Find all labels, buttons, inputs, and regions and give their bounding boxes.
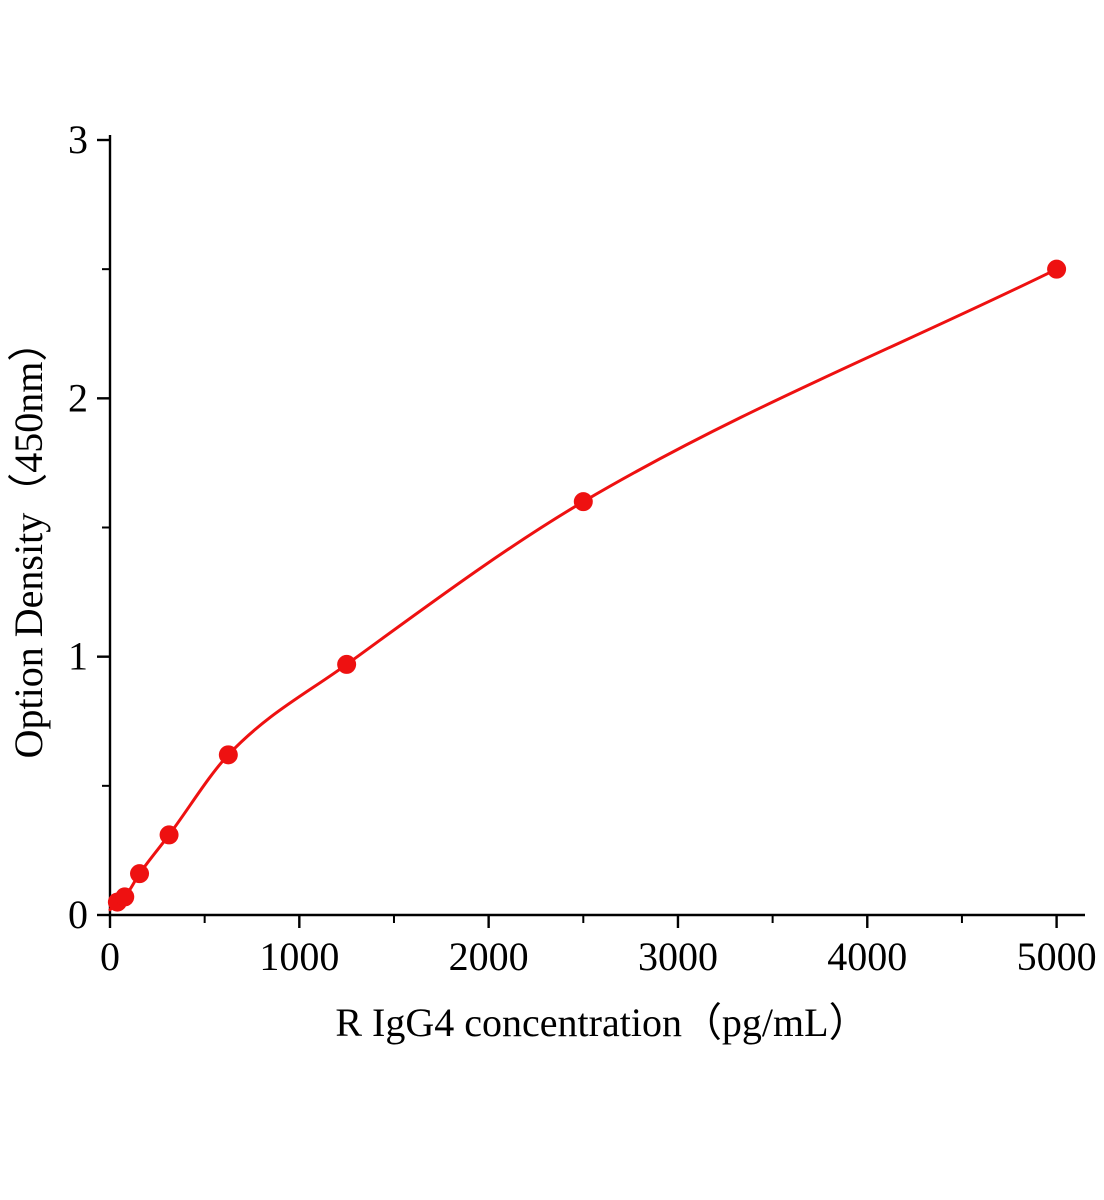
data-point xyxy=(159,825,179,845)
x-tick-label: 2000 xyxy=(449,934,529,979)
x-tick-label: 3000 xyxy=(638,934,718,979)
plot-area: 0 1000 2000 3000 4000 5000 0 1 2 3 xyxy=(68,117,1097,979)
fit-curve xyxy=(108,267,1059,912)
x-axis-title: R IgG4 concentration（pg/mL） xyxy=(335,1000,868,1045)
y-axis-title: Option Density（450nm） xyxy=(6,322,51,759)
data-point xyxy=(337,654,357,674)
data-point xyxy=(1047,259,1067,279)
x-tick-label: 5000 xyxy=(1017,934,1097,979)
y-tick-label: 2 xyxy=(68,375,88,420)
data-point xyxy=(130,864,150,884)
x-tick-label: 1000 xyxy=(259,934,339,979)
data-point xyxy=(115,887,135,907)
y-tick-label: 1 xyxy=(68,634,88,679)
data-point xyxy=(218,745,238,765)
y-tick-label: 3 xyxy=(68,117,88,162)
x-tick-label: 0 xyxy=(100,934,120,979)
x-tick-label: 4000 xyxy=(827,934,907,979)
data-point xyxy=(573,492,593,512)
y-tick-label: 0 xyxy=(68,892,88,937)
